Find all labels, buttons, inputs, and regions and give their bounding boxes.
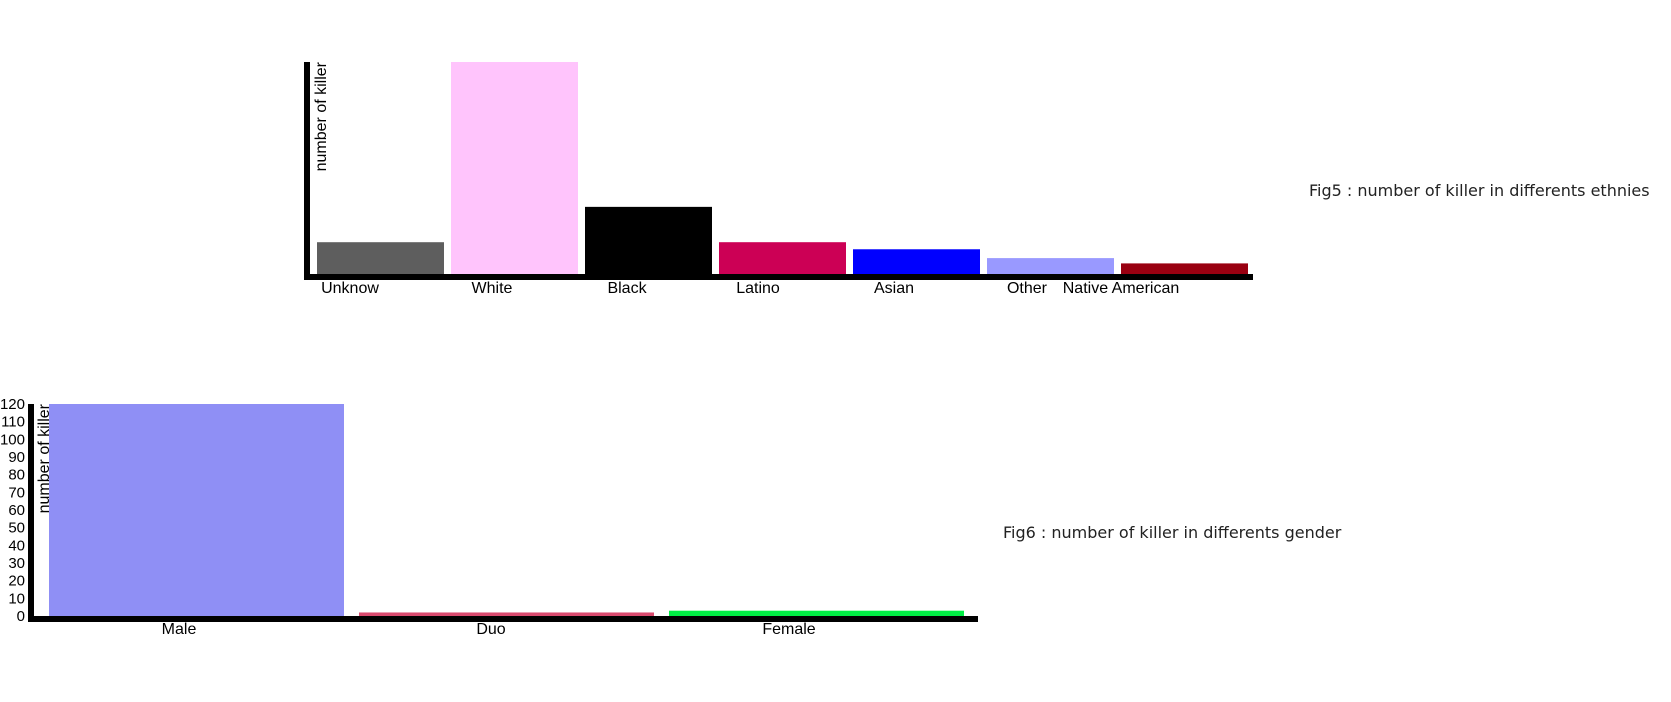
y-tick-label: 80 <box>8 467 25 484</box>
y-tick-label: 90 <box>8 449 25 466</box>
x-tick-label: Latino <box>736 280 780 297</box>
bar-female <box>669 610 964 616</box>
fig6-caption: Fig6 : number of killer in differents ge… <box>1003 523 1342 542</box>
y-axis-line <box>304 62 310 279</box>
x-axis-line <box>28 616 978 622</box>
y-tick-label: 50 <box>8 520 25 537</box>
y-tick-label: 20 <box>8 573 25 590</box>
fig5-caption: Fig5 : number of killer in differents et… <box>1309 181 1650 200</box>
ethnicity-bar-chart: Unknow White Black Latino Asian Other Native A… <box>304 61 1253 297</box>
y-tick-label: 40 <box>8 537 25 554</box>
x-tick-label: White <box>472 280 513 297</box>
bar-duo <box>359 612 654 616</box>
y-axis-title: number of killer <box>313 61 330 171</box>
y-tick-label: 120 <box>0 396 25 413</box>
x-tick-label: Duo <box>476 621 505 638</box>
bar-unknow <box>317 242 444 274</box>
y-tick-label: 110 <box>1 414 25 431</box>
y-tick-label: 30 <box>8 555 25 572</box>
y-axis-title: number of killer <box>36 403 53 513</box>
x-tick-label: Other <box>1007 280 1048 297</box>
bar-male <box>49 404 344 616</box>
bar-asian <box>853 249 980 274</box>
bar-latino <box>719 242 846 274</box>
x-tick-label: Female <box>762 621 815 638</box>
x-tick-label: Male <box>162 621 197 638</box>
y-axis-line <box>28 404 34 621</box>
y-tick-label: 60 <box>8 502 25 519</box>
x-axis-line <box>304 274 1253 280</box>
x-tick-label: Asian <box>874 280 914 297</box>
bar-native-american <box>1121 263 1248 274</box>
bar-black <box>585 206 712 274</box>
y-tick-label: 0 <box>17 608 25 625</box>
x-tick-label: Black <box>607 280 647 297</box>
y-tick-label: 10 <box>8 590 25 607</box>
y-tick-label: 70 <box>8 484 25 501</box>
x-tick-label: Native American <box>1063 280 1180 297</box>
x-tick-label: Unknow <box>321 280 379 297</box>
bar-other <box>987 258 1114 274</box>
bar-white <box>451 62 578 274</box>
y-tick-label: 100 <box>0 431 25 448</box>
